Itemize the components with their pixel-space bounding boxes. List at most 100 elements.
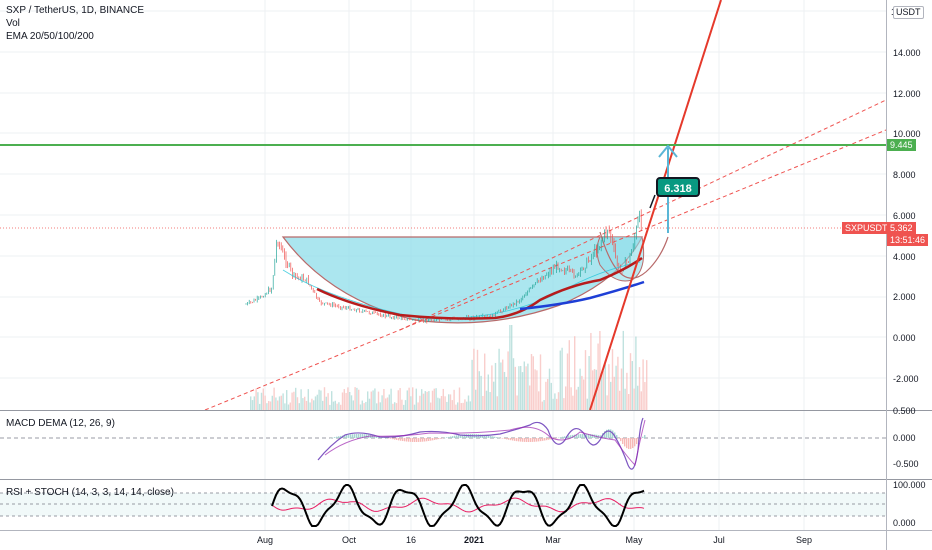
- macd-bar: [464, 434, 466, 438]
- volume-bar: [311, 398, 313, 410]
- volume-bar: [255, 388, 257, 410]
- macd-bar: [446, 437, 448, 438]
- handle-curve[interactable]: [599, 231, 669, 279]
- volume-bar: [457, 402, 459, 410]
- volume-bar: [516, 395, 518, 410]
- target-arrow-head: [658, 144, 678, 158]
- cup-shape[interactable]: [281, 236, 643, 324]
- volume-bar: [435, 388, 437, 410]
- legend-ema[interactable]: EMA 20/50/100/200: [6, 31, 94, 42]
- legend-rsi[interactable]: RSI + STOCH (14, 3, 3, 14, 14, close): [6, 487, 174, 498]
- volume-bar: [314, 396, 317, 410]
- macd-bar: [496, 437, 498, 438]
- macd-bar: [644, 435, 646, 438]
- volume-bar: [613, 376, 615, 410]
- volume-bar: [561, 347, 563, 410]
- volume-bar: [419, 395, 421, 410]
- volume-bar: [433, 388, 435, 410]
- macd-bar: [498, 437, 500, 439]
- rsi-axis-label: 100.000: [893, 480, 926, 490]
- volume-bar: [509, 325, 511, 410]
- macd-bar: [514, 438, 516, 441]
- macd-bar: [336, 436, 338, 438]
- volume-bar: [530, 354, 533, 410]
- volume-bar: [458, 387, 461, 410]
- macd-bar: [418, 438, 420, 442]
- volume-bar: [448, 394, 450, 410]
- volume-bar: [363, 403, 365, 410]
- channel-lower-line[interactable]: [204, 129, 886, 410]
- volume-bar: [536, 370, 538, 410]
- macd-bar: [526, 438, 528, 442]
- volume-bar: [608, 364, 610, 410]
- volume-bar: [511, 325, 513, 410]
- volume-bar: [451, 400, 453, 410]
- legend-vol[interactable]: Vol: [6, 18, 20, 29]
- macd-bar: [346, 434, 348, 438]
- volume-bar: [293, 391, 295, 410]
- macd-bar: [374, 435, 376, 438]
- volume-bar: [496, 396, 498, 410]
- volume-bar: [574, 336, 576, 410]
- volume-bar: [628, 394, 630, 410]
- macd-bar: [426, 438, 428, 442]
- legend-symbol[interactable]: SXP / TetherUS, 1D, BINANCE: [6, 5, 145, 16]
- volume-bars: [250, 325, 648, 410]
- volume-bar: [307, 389, 309, 410]
- legend-macd[interactable]: MACD DEMA (12, 26, 9): [6, 418, 115, 429]
- price-label: 6.000: [893, 211, 916, 221]
- time-axis[interactable]: Aug Oct 16 2021 Mar May Jul Sep: [257, 535, 812, 545]
- macd-bar: [632, 438, 634, 449]
- macd-bar: [544, 438, 546, 441]
- volume-bar: [302, 398, 304, 410]
- volume-bar: [325, 396, 327, 410]
- macd-bar: [450, 436, 452, 438]
- macd-bar: [642, 436, 644, 438]
- steep-trendline[interactable]: [589, 0, 722, 410]
- macd-bar: [578, 434, 580, 438]
- volume-bar: [568, 340, 570, 410]
- last-price-badge: 5.362: [887, 222, 916, 234]
- macd-bar: [556, 438, 558, 439]
- time-label: 16: [406, 535, 416, 545]
- macd-bar: [616, 435, 618, 438]
- volume-bar: [491, 365, 493, 410]
- macd-bar: [570, 435, 572, 438]
- volume-bar: [626, 372, 628, 410]
- volume-bar: [590, 332, 592, 410]
- volume-bar: [539, 354, 542, 410]
- volume-bar: [489, 392, 491, 410]
- volume-bar: [352, 400, 354, 410]
- price-label: 8.000: [893, 170, 916, 180]
- channel-upper-line[interactable]: [399, 99, 886, 331]
- macd-bar: [538, 438, 540, 442]
- rsi-axis-label: 0.000: [893, 518, 916, 528]
- volume-bar: [563, 398, 565, 410]
- volume-bar: [556, 398, 558, 410]
- rsi-axis[interactable]: 100.000 0.000: [893, 480, 926, 528]
- volume-bar: [453, 389, 455, 410]
- macd-axis[interactable]: 0.500 0.000 -0.500: [893, 406, 919, 469]
- ema-light: [282, 261, 641, 319]
- volume-bar: [350, 395, 353, 410]
- volume-bar: [286, 390, 288, 410]
- macd-pane[interactable]: [0, 417, 886, 470]
- volume-bar: [385, 398, 387, 410]
- target-callout[interactable]: 6.318: [656, 177, 700, 197]
- rsi-pane[interactable]: [0, 484, 886, 528]
- price-axis[interactable]: 1 14.000 12.000 10.000 8.000 6.000 4.000…: [891, 7, 921, 384]
- volume-bar: [532, 356, 534, 410]
- unit-selector[interactable]: USDT: [893, 6, 924, 19]
- volume-bar: [640, 391, 642, 410]
- volume-bar: [359, 404, 362, 410]
- volume-bar: [365, 401, 367, 410]
- volume-bar: [460, 403, 462, 410]
- handle-shape[interactable]: [596, 236, 645, 282]
- volume-bar: [331, 391, 333, 410]
- volume-bar: [404, 400, 407, 410]
- macd-bar: [406, 438, 408, 442]
- volume-bar: [610, 381, 612, 410]
- volume-bar: [336, 403, 338, 410]
